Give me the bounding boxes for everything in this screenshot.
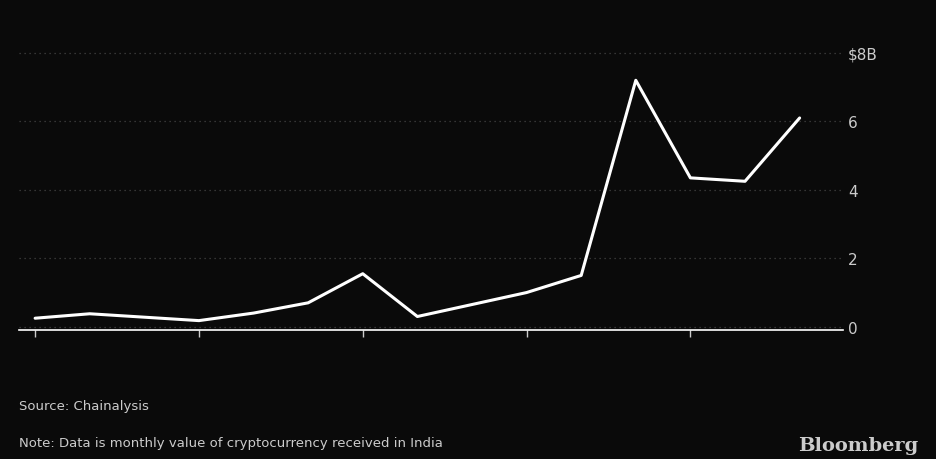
Text: Bloomberg: Bloomberg xyxy=(797,436,917,454)
Text: Note: Data is monthly value of cryptocurrency received in India: Note: Data is monthly value of cryptocur… xyxy=(19,436,442,449)
Text: Source: Chainalysis: Source: Chainalysis xyxy=(19,399,149,412)
